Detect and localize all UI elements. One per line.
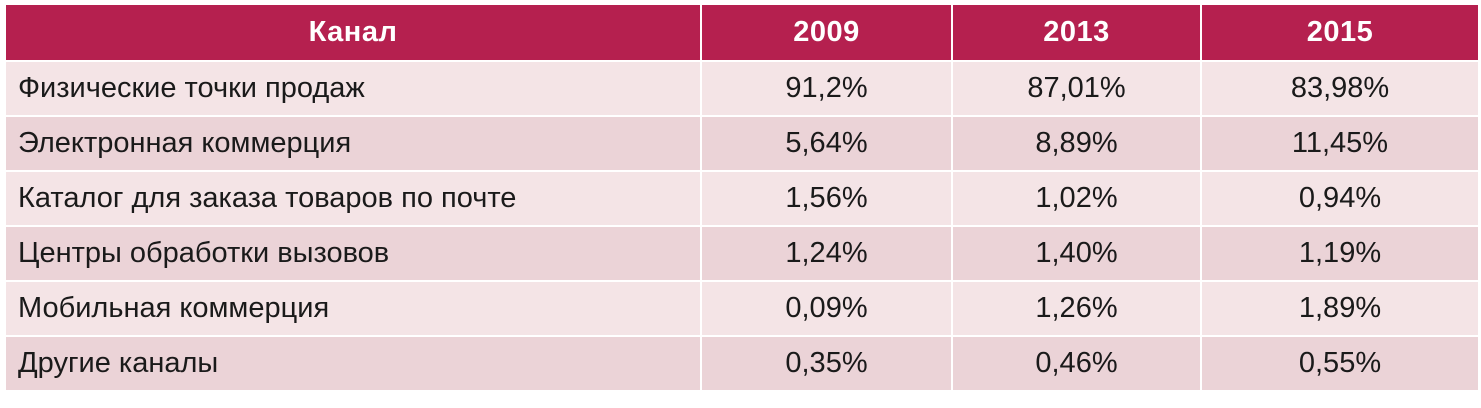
value-cell-2013: 0,46% bbox=[953, 337, 1202, 392]
value-cell-2013: 1,40% bbox=[953, 227, 1202, 282]
value-cell-2015: 0,55% bbox=[1202, 337, 1478, 392]
value-cell-2015: 83,98% bbox=[1202, 62, 1478, 117]
table-row: Электронная коммерция 5,64% 8,89% 11,45% bbox=[6, 117, 1478, 172]
table-row: Физические точки продаж 91,2% 87,01% 83,… bbox=[6, 62, 1478, 117]
table-row: Каталог для заказа товаров по почте 1,56… bbox=[6, 172, 1478, 227]
value-cell-2015: 1,19% bbox=[1202, 227, 1478, 282]
value-cell-2013: 1,02% bbox=[953, 172, 1202, 227]
value-cell-2013: 87,01% bbox=[953, 62, 1202, 117]
table-header-row: Канал 2009 2013 2015 bbox=[6, 5, 1478, 62]
row-label: Электронная коммерция bbox=[6, 117, 702, 172]
row-label: Другие каналы bbox=[6, 337, 702, 392]
row-label: Мобильная коммерция bbox=[6, 282, 702, 337]
table-row: Центры обработки вызовов 1,24% 1,40% 1,1… bbox=[6, 227, 1478, 282]
value-cell-2009: 0,09% bbox=[702, 282, 953, 337]
value-cell-2013: 8,89% bbox=[953, 117, 1202, 172]
value-cell-2013: 1,26% bbox=[953, 282, 1202, 337]
value-cell-2015: 0,94% bbox=[1202, 172, 1478, 227]
column-header-2013: 2013 bbox=[953, 5, 1202, 62]
column-header-2015: 2015 bbox=[1202, 5, 1478, 62]
value-cell-2009: 91,2% bbox=[702, 62, 953, 117]
column-header-2009: 2009 bbox=[702, 5, 953, 62]
table-row: Мобильная коммерция 0,09% 1,26% 1,89% bbox=[6, 282, 1478, 337]
value-cell-2015: 11,45% bbox=[1202, 117, 1478, 172]
sales-channels-table-wrapper: Канал 2009 2013 2015 Физические точки пр… bbox=[6, 5, 1478, 392]
sales-channels-table: Канал 2009 2013 2015 Физические точки пр… bbox=[6, 5, 1478, 392]
table-row: Другие каналы 0,35% 0,46% 0,55% bbox=[6, 337, 1478, 392]
column-header-channel: Канал bbox=[6, 5, 702, 62]
value-cell-2015: 1,89% bbox=[1202, 282, 1478, 337]
value-cell-2009: 0,35% bbox=[702, 337, 953, 392]
row-label: Центры обработки вызовов bbox=[6, 227, 702, 282]
row-label: Физические точки продаж bbox=[6, 62, 702, 117]
value-cell-2009: 5,64% bbox=[702, 117, 953, 172]
value-cell-2009: 1,56% bbox=[702, 172, 953, 227]
row-label: Каталог для заказа товаров по почте bbox=[6, 172, 702, 227]
value-cell-2009: 1,24% bbox=[702, 227, 953, 282]
